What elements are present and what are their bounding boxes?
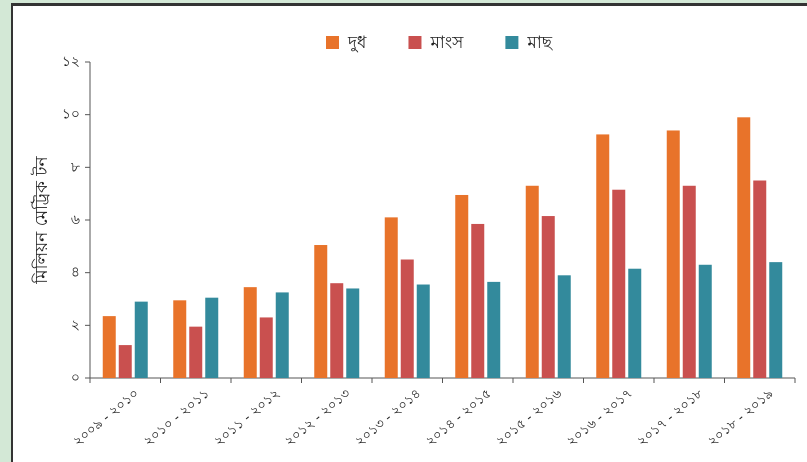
bar (134, 301, 148, 378)
bar (275, 292, 289, 378)
legend-swatch (326, 36, 339, 49)
frame-top (11, 3, 807, 6)
bar (455, 194, 469, 378)
bar (416, 284, 430, 378)
bar (612, 189, 626, 378)
y-axis-label: মিলিয়ন মেট্রিক টন (31, 155, 52, 284)
legend-swatch (505, 36, 519, 49)
bar (205, 297, 219, 378)
bar (628, 268, 642, 378)
y-tick-label: ৬ (71, 212, 80, 228)
y-tick-label: ২ (71, 317, 80, 333)
bar (557, 275, 571, 378)
bar (471, 223, 485, 378)
y-tick-label: ১২ (62, 54, 80, 70)
legend-label: মাংস (429, 33, 464, 53)
bar (737, 117, 751, 379)
bar (487, 281, 501, 378)
bar (346, 288, 360, 378)
bar (189, 326, 203, 378)
bar (118, 345, 132, 378)
y-tick-label: ০ (71, 370, 80, 386)
legend-label: দুধ (347, 33, 367, 53)
y-tick-label: ৪ (71, 265, 80, 281)
bar (173, 300, 187, 378)
y-tick-label: ৮ (71, 159, 80, 175)
bar (596, 134, 610, 378)
bar (330, 283, 344, 378)
y-tick-label: ১০ (62, 107, 80, 123)
bar (314, 245, 328, 378)
bar (666, 130, 680, 378)
bar (525, 185, 539, 378)
bar (753, 180, 767, 378)
legend-swatch (408, 36, 422, 49)
legend-label: মাছ (526, 33, 553, 53)
bar (541, 216, 555, 378)
bar (769, 262, 783, 378)
bar (243, 287, 257, 378)
bar (259, 317, 273, 378)
bar (102, 316, 116, 378)
frame-left (11, 3, 13, 462)
bar (400, 259, 414, 378)
bar (698, 264, 712, 378)
bar (384, 217, 398, 378)
bar (682, 185, 696, 378)
